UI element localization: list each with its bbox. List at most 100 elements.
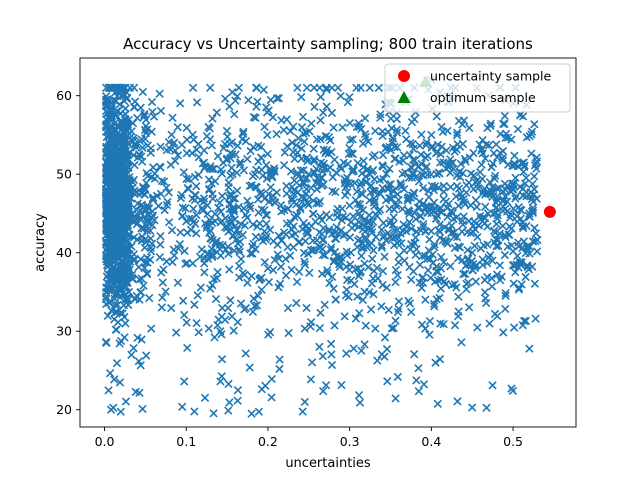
scatter-point <box>138 87 148 97</box>
scatter-point <box>254 141 263 150</box>
scatter-point <box>511 194 520 203</box>
scatter-point <box>181 204 190 213</box>
scatter-point <box>196 283 205 292</box>
scatter-point <box>464 278 473 287</box>
scatter-point <box>250 301 259 311</box>
scatter-point <box>450 228 459 237</box>
scatter-point <box>468 248 477 257</box>
scatter-point <box>501 291 510 300</box>
scatter-point <box>427 202 437 211</box>
points-layer <box>101 75 542 418</box>
scatter-point <box>266 95 275 105</box>
scatter-point <box>409 188 418 197</box>
scatter-point <box>224 379 233 389</box>
scatter-point <box>438 127 448 136</box>
scatter-point <box>348 149 358 159</box>
scatter-point <box>131 143 141 152</box>
scatter-point <box>338 123 347 132</box>
scatter-point <box>371 232 381 242</box>
scatter-point <box>152 191 162 200</box>
scatter-point <box>279 125 288 135</box>
scatter-point <box>386 232 395 242</box>
scatter-point <box>454 201 463 210</box>
scatter-point <box>245 363 254 372</box>
scatter-point <box>115 339 124 348</box>
scatter-point <box>417 130 426 139</box>
scatter-point <box>319 145 328 155</box>
scatter-point <box>520 179 530 188</box>
scatter-point <box>370 186 380 196</box>
scatter-point <box>452 181 462 191</box>
scatter-point <box>248 242 257 251</box>
scatter-point <box>241 137 251 146</box>
scatter-point <box>341 291 351 300</box>
scatter-point <box>522 187 531 197</box>
scatter-point <box>163 197 172 207</box>
scatter-point <box>129 233 139 242</box>
scatter-point <box>122 180 131 190</box>
scatter-point <box>328 186 337 196</box>
scatter-point <box>368 254 377 263</box>
scatter-point <box>146 144 155 153</box>
scatter-point <box>507 241 516 250</box>
scatter-point <box>211 294 221 304</box>
scatter-point <box>498 221 507 231</box>
scatter-point <box>353 292 362 301</box>
scatter-point <box>137 274 146 283</box>
scatter-point <box>309 157 319 166</box>
scatter-point <box>417 283 426 293</box>
scatter-point <box>482 403 491 412</box>
scatter-point <box>487 282 497 291</box>
scatter-point <box>386 180 395 189</box>
scatter-point <box>439 258 448 267</box>
scatter-point <box>407 169 417 179</box>
scatter-point <box>128 177 137 187</box>
scatter-point <box>226 296 235 305</box>
scatter-point <box>531 314 540 323</box>
scatter-point <box>104 386 113 395</box>
scatter-point <box>510 151 519 160</box>
scatter-point <box>125 265 134 274</box>
scatter-point <box>269 265 278 275</box>
scatter-point <box>115 378 125 387</box>
scatter-point <box>135 136 145 146</box>
scatter-point <box>421 295 430 304</box>
scatter-point <box>316 308 325 318</box>
scatter-point <box>207 244 216 254</box>
scatter-point <box>108 209 117 218</box>
scatter-point <box>320 300 329 309</box>
scatter-point <box>492 184 502 193</box>
scatter-point <box>355 309 364 318</box>
scatter-point <box>403 196 412 205</box>
scatter-point <box>167 130 176 139</box>
scatter-point <box>336 91 345 101</box>
scatter-point <box>124 211 134 220</box>
scatter-point <box>393 271 402 280</box>
scatter-point <box>293 211 302 221</box>
scatter-point <box>366 305 376 314</box>
scatter-point <box>199 194 209 203</box>
scatter-point <box>225 193 234 202</box>
scatter-point <box>243 154 252 164</box>
scatter-point <box>213 267 222 277</box>
scatter-point <box>427 226 436 236</box>
scatter-point <box>377 302 386 311</box>
scatter-point <box>116 248 126 257</box>
scatter-point <box>143 222 152 231</box>
scatter-point <box>402 135 411 144</box>
scatter-point <box>532 247 542 256</box>
scatter-point <box>522 242 532 251</box>
scatter-point <box>204 122 213 132</box>
scatter-point <box>414 364 423 373</box>
scatter-point <box>121 117 130 127</box>
scatter-point <box>255 219 264 228</box>
scatter-point <box>450 321 460 330</box>
scatter-point <box>306 375 316 384</box>
scatter-point <box>285 251 295 260</box>
scatter-point <box>197 245 206 254</box>
scatter-point <box>481 202 490 211</box>
scatter-point <box>308 246 318 255</box>
scatter-point <box>114 182 124 191</box>
scatter-point <box>135 388 144 398</box>
scatter-point <box>500 119 509 129</box>
